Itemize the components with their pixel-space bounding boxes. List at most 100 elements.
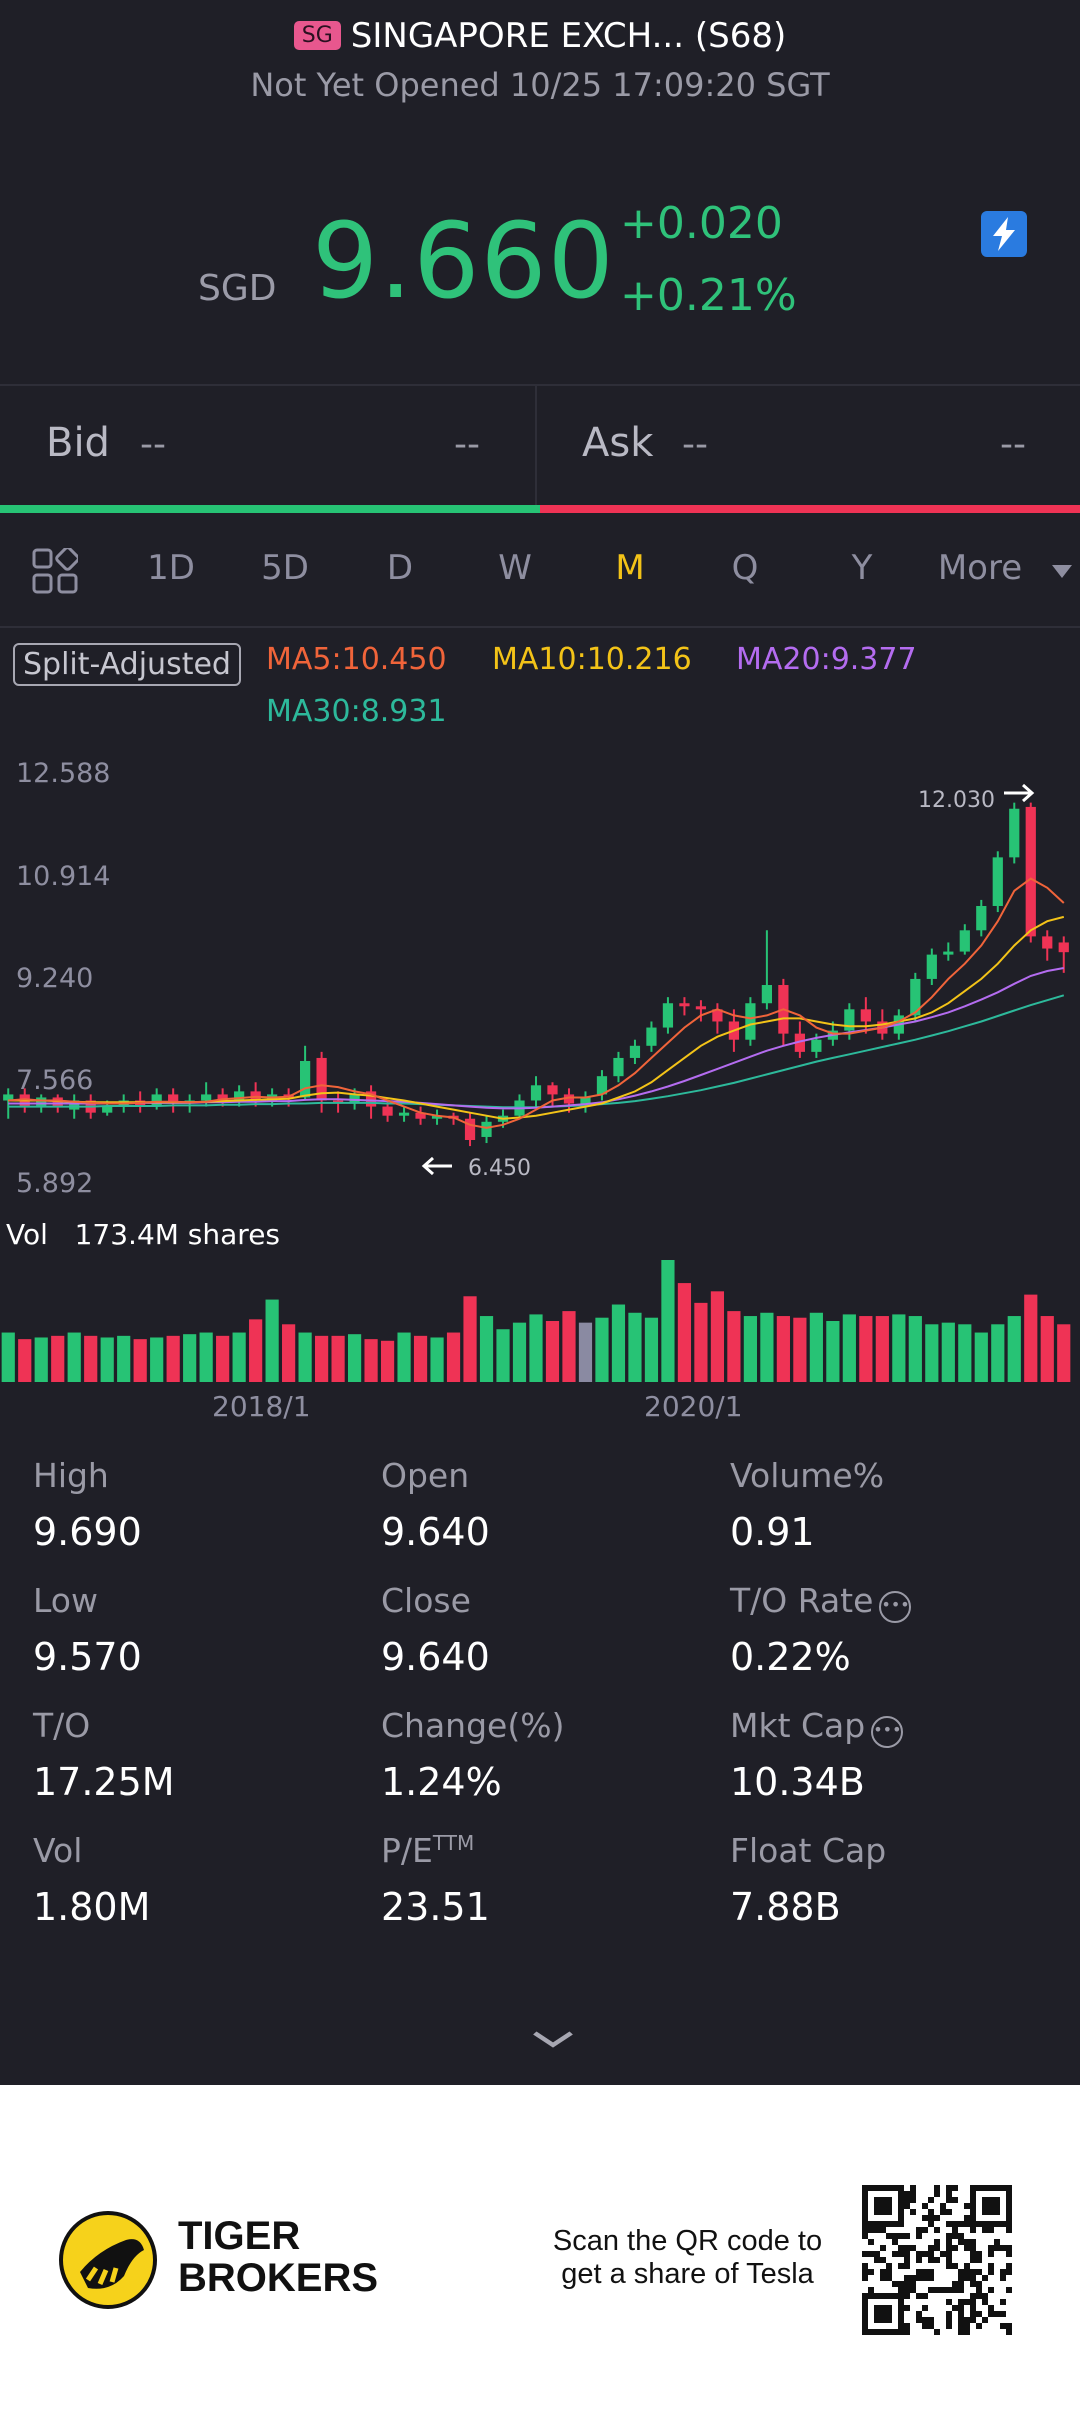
volume-bar[interactable] <box>562 1311 576 1382</box>
volume-bar[interactable] <box>430 1337 444 1382</box>
volume-bar[interactable] <box>84 1335 98 1382</box>
volume-bar[interactable] <box>545 1321 560 1382</box>
volume-chart[interactable] <box>0 1250 1080 1385</box>
candle-body[interactable] <box>794 1033 805 1052</box>
candle-body[interactable] <box>1025 806 1036 937</box>
volume-bar[interactable] <box>51 1335 65 1382</box>
candle-body[interactable] <box>613 1057 624 1077</box>
volume-bar[interactable] <box>199 1332 213 1382</box>
tab-q[interactable]: Q <box>731 548 759 588</box>
candle-body[interactable] <box>217 1094 228 1101</box>
candle-body[interactable] <box>151 1094 162 1107</box>
volume-bar[interactable] <box>150 1337 164 1382</box>
volume-bar[interactable] <box>595 1317 609 1382</box>
candle-body[interactable] <box>102 1106 113 1113</box>
candle-body[interactable] <box>563 1094 575 1104</box>
tab-1d[interactable]: 1D <box>147 548 195 588</box>
volume-bar[interactable] <box>249 1319 263 1382</box>
volume-bar[interactable] <box>67 1332 81 1382</box>
volume-bar[interactable] <box>644 1317 659 1382</box>
candle-body[interactable] <box>299 1060 311 1098</box>
volume-bar[interactable] <box>776 1316 790 1382</box>
candle-body[interactable] <box>662 1003 674 1028</box>
volume-bar[interactable] <box>1040 1316 1054 1382</box>
volume-bar[interactable] <box>496 1329 510 1382</box>
volume-bar[interactable] <box>661 1260 675 1382</box>
candle-body[interactable] <box>959 930 970 952</box>
volume-bar[interactable] <box>232 1332 246 1382</box>
volume-bar[interactable] <box>1007 1316 1021 1382</box>
volume-bar[interactable] <box>842 1314 856 1382</box>
volume-bar[interactable] <box>743 1316 757 1382</box>
volume-bar[interactable] <box>133 1339 147 1382</box>
volume-bar[interactable] <box>826 1321 840 1382</box>
candle-body[interactable] <box>547 1085 558 1095</box>
candle-body[interactable] <box>168 1094 179 1104</box>
candle-body[interactable] <box>745 1003 756 1040</box>
tab-d[interactable]: D <box>386 548 414 588</box>
candle-body[interactable] <box>695 1006 707 1010</box>
candle-body[interactable] <box>1042 936 1053 949</box>
volume-bar[interactable] <box>925 1324 939 1382</box>
volume-bar[interactable] <box>892 1314 906 1382</box>
tab-w[interactable]: W <box>498 548 532 588</box>
candle-body[interactable] <box>910 978 921 1016</box>
candle-body[interactable] <box>431 1115 443 1119</box>
candle-body[interactable] <box>679 1003 690 1007</box>
candle-body[interactable] <box>860 1009 871 1022</box>
volume-bar[interactable] <box>298 1332 312 1382</box>
volume-bar[interactable] <box>364 1339 378 1382</box>
volume-bar[interactable] <box>991 1324 1005 1382</box>
candle-body[interactable] <box>596 1076 608 1095</box>
candle-body[interactable] <box>415 1112 426 1119</box>
volume-bar[interactable] <box>34 1337 48 1382</box>
volume-bar[interactable] <box>677 1283 692 1382</box>
qr-code[interactable] <box>862 2185 1012 2335</box>
candle-body[interactable] <box>36 1097 47 1107</box>
volume-bar[interactable] <box>315 1335 329 1382</box>
volume-bar[interactable] <box>809 1312 823 1382</box>
volume-bar[interactable] <box>941 1322 955 1382</box>
volume-bar[interactable] <box>908 1316 922 1382</box>
volume-bar[interactable] <box>282 1324 296 1382</box>
candle-body[interactable] <box>976 905 987 931</box>
volume-bar[interactable] <box>710 1291 725 1382</box>
volume-bar[interactable] <box>958 1324 972 1382</box>
candle-body[interactable] <box>926 954 937 979</box>
volume-bar[interactable] <box>413 1335 428 1382</box>
candle-body[interactable] <box>712 1009 723 1022</box>
candle-body[interactable] <box>761 985 773 1004</box>
candle-body[interactable] <box>234 1091 245 1101</box>
volume-bar[interactable] <box>529 1314 543 1382</box>
candle-body[interactable] <box>1009 808 1020 858</box>
candle-body[interactable] <box>382 1106 393 1116</box>
volume-bar[interactable] <box>974 1332 988 1382</box>
expand-chevron-icon[interactable] <box>531 2018 575 2058</box>
candle-body[interactable] <box>1058 942 1069 953</box>
candle-body[interactable] <box>811 1039 822 1052</box>
volume-bar[interactable] <box>479 1316 494 1382</box>
volume-bar[interactable] <box>859 1316 873 1382</box>
tab-5d[interactable]: 5D <box>261 548 309 588</box>
volume-bar[interactable] <box>694 1302 708 1382</box>
candle-body[interactable] <box>580 1097 591 1107</box>
volume-bar[interactable] <box>446 1332 461 1382</box>
volume-bar[interactable] <box>875 1316 889 1382</box>
volume-bar[interactable] <box>628 1312 642 1382</box>
layout-grid-icon[interactable] <box>32 546 80 594</box>
candle-body[interactable] <box>530 1085 542 1101</box>
chevron-down-icon[interactable] <box>1052 564 1072 583</box>
volume-bar[interactable] <box>793 1317 807 1382</box>
volume-bar[interactable] <box>117 1335 131 1382</box>
candlestick-chart[interactable] <box>0 740 1080 1200</box>
candle-body[interactable] <box>481 1121 492 1137</box>
candle-body[interactable] <box>943 951 954 955</box>
candle-body[interactable] <box>398 1112 410 1116</box>
tab-y[interactable]: Y <box>851 548 873 588</box>
split-adjusted-toggle[interactable]: Split-Adjusted <box>13 643 241 686</box>
candle-body[interactable] <box>992 857 1003 906</box>
volume-bar[interactable] <box>380 1340 395 1382</box>
volume-bar[interactable] <box>347 1334 362 1382</box>
tab-more[interactable]: More <box>937 548 1023 588</box>
more-info-icon[interactable]: ••• <box>871 1716 904 1748</box>
